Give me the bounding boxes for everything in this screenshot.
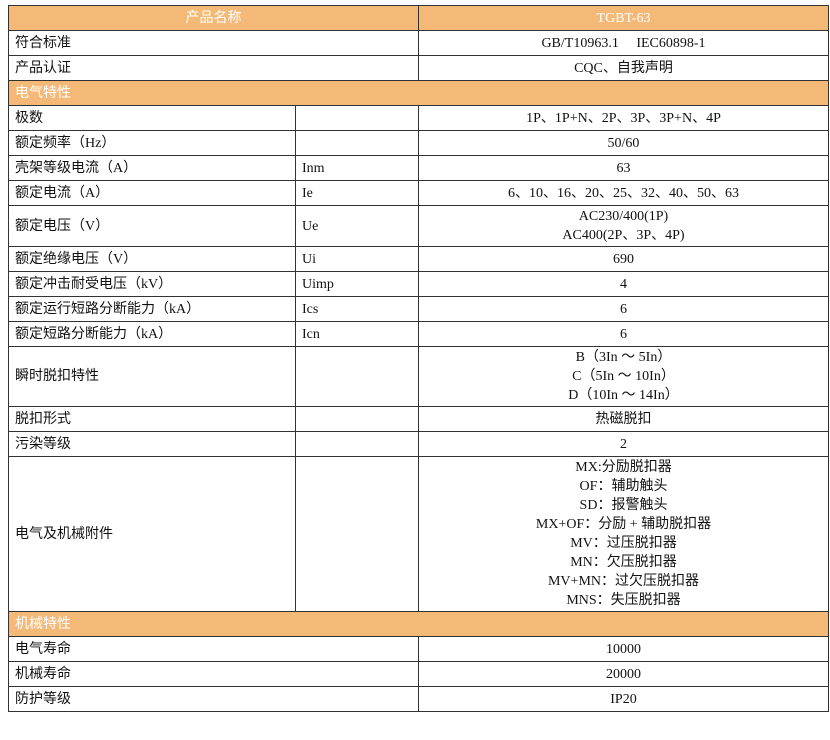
row-label: 符合标准 xyxy=(8,30,419,56)
value-line: SD：报警触头 xyxy=(579,498,668,513)
table-row: 壳架等级电流（A） Inm 63 xyxy=(8,155,829,181)
table-row: 额定短路分断能力（kA） Icn 6 xyxy=(8,321,829,347)
section-row: 电气特性 xyxy=(8,80,829,106)
value-line: AC230/400(1P) xyxy=(578,209,669,224)
row-symbol xyxy=(295,105,419,131)
row-value: 2 xyxy=(418,431,829,457)
value-line: B（3In ～ 5In） xyxy=(575,350,672,365)
table-row: 额定冲击耐受电压（kV） Uimp 4 xyxy=(8,271,829,297)
row-label: 额定短路分断能力（kA） xyxy=(8,321,296,347)
value-line: MN：欠压脱扣器 xyxy=(570,555,677,570)
table-row: 瞬时脱扣特性 B（3In ～ 5In） C（5In ～ 10In） D（10In ～ … xyxy=(8,346,829,407)
row-value: 1P、1P+N、2P、3P、3P+N、4P xyxy=(418,105,829,131)
row-value: 50/60 xyxy=(418,130,829,156)
row-value: 6、10、16、20、25、32、40、50、63 xyxy=(418,180,829,206)
table-row: 脱扣形式 热磁脱扣 xyxy=(8,406,829,432)
table-row: 额定运行短路分断能力（kA） Ics 6 xyxy=(8,296,829,322)
table-row: 机械寿命 20000 xyxy=(8,661,829,687)
value-line: MX:分励脱扣器 xyxy=(575,460,672,475)
table-row: 额定频率（Hz） 50/60 xyxy=(8,130,829,156)
table-row: 防护等级 IP20 xyxy=(8,686,829,712)
section-title-mechanical: 机械特性 xyxy=(8,611,829,637)
value-line: 热磁脱扣 xyxy=(595,411,652,427)
header-row: 产品名称 TGBT-63 xyxy=(8,5,829,31)
value-line: 6 xyxy=(620,326,627,342)
header-model: TGBT-63 xyxy=(418,5,829,31)
value-line: 4 xyxy=(620,276,627,292)
row-value: 热磁脱扣 xyxy=(418,406,829,432)
row-value: 63 xyxy=(418,155,829,181)
row-value: 690 xyxy=(418,246,829,272)
row-value: 6 xyxy=(418,321,829,347)
value-line: 6 xyxy=(620,301,627,317)
value-line: D（10In ～ 14In） xyxy=(568,388,679,403)
table-row: 极数 1P、1P+N、2P、3P、3P+N、4P xyxy=(8,105,829,131)
table-row: 污染等级 2 xyxy=(8,431,829,457)
row-symbol: Ui xyxy=(295,246,419,272)
value-line: MNS：失压脱扣器 xyxy=(566,593,681,608)
row-value: 6 xyxy=(418,296,829,322)
row-label: 电气及机械附件 xyxy=(8,456,296,612)
row-symbol xyxy=(295,346,419,407)
row-label: 额定电流（A） xyxy=(8,180,296,206)
table-row: 电气寿命 10000 xyxy=(8,636,829,662)
value-line: MV+MN：过欠压脱扣器 xyxy=(547,574,699,589)
table-row: 符合标准 GB/T10963.1 IEC60898-1 xyxy=(8,30,829,56)
row-label: 额定电压（V） xyxy=(8,205,296,247)
row-label: 污染等级 xyxy=(8,431,296,457)
table-row: 额定电流（A） Ie 6、10、16、20、25、32、40、50、63 xyxy=(8,180,829,206)
value-line: 50/60 xyxy=(607,135,640,151)
header-label: 产品名称 xyxy=(8,5,419,31)
row-symbol: Uimp xyxy=(295,271,419,297)
section-row: 机械特性 xyxy=(8,611,829,637)
row-label: 额定绝缘电压（V） xyxy=(8,246,296,272)
row-label: 额定冲击耐受电压（kV） xyxy=(8,271,296,297)
row-label: 极数 xyxy=(8,105,296,131)
row-value: 20000 xyxy=(418,661,829,687)
row-value: 10000 xyxy=(418,636,829,662)
value-line: 6、10、16、20、25、32、40、50、63 xyxy=(508,185,739,201)
row-label: 电气寿命 xyxy=(8,636,419,662)
value-line: 2 xyxy=(620,436,627,452)
value-line: 1P、1P+N、2P、3P、3P+N、4P xyxy=(526,110,721,126)
value-line: MX+OF：分励 + 辅助脱扣器 xyxy=(535,517,712,532)
row-label: 瞬时脱扣特性 xyxy=(8,346,296,407)
row-symbol: Icn xyxy=(295,321,419,347)
value-line: 63 xyxy=(616,160,631,176)
value-line: AC400(2P、3P、4P) xyxy=(562,228,685,243)
row-value: IP20 xyxy=(418,686,829,712)
row-value: MX:分励脱扣器 OF：辅助触头 SD：报警触头 MX+OF：分励 + 辅助脱扣器 MV… xyxy=(418,456,829,612)
value-line: C（5In ～ 10In） xyxy=(572,369,675,384)
row-symbol: Ie xyxy=(295,180,419,206)
section-title-electrical: 电气特性 xyxy=(8,80,829,106)
row-label: 产品认证 xyxy=(8,55,419,81)
row-value: 4 xyxy=(418,271,829,297)
spec-table: 产品名称 TGBT-63 符合标准 GB/T10963.1 IEC60898-1 产品认… xyxy=(8,5,829,712)
row-value: B（3In ～ 5In） C（5In ～ 10In） D（10In ～ 14In） xyxy=(418,346,829,407)
row-label: 防护等级 xyxy=(8,686,419,712)
row-label: 脱扣形式 xyxy=(8,406,296,432)
table-row: 电气及机械附件 MX:分励脱扣器 OF：辅助触头 SD：报警触头 MX+OF：分励 + … xyxy=(8,456,829,612)
value-line: MV：过压脱扣器 xyxy=(570,536,677,551)
table-row: 额定电压（V） Ue AC230/400(1P) AC400(2P、3P、4P) xyxy=(8,205,829,247)
row-value: GB/T10963.1 IEC60898-1 xyxy=(418,30,829,56)
row-symbol xyxy=(295,130,419,156)
row-label: 机械寿命 xyxy=(8,661,419,687)
row-symbol: Ics xyxy=(295,296,419,322)
row-label: 额定运行短路分断能力（kA） xyxy=(8,296,296,322)
table-row: 产品认证 CQC、自我声明 xyxy=(8,55,829,81)
row-value: AC230/400(1P) AC400(2P、3P、4P) xyxy=(418,205,829,247)
row-value: CQC、自我声明 xyxy=(418,55,829,81)
row-symbol xyxy=(295,431,419,457)
value-line: 690 xyxy=(613,251,634,267)
row-symbol xyxy=(295,406,419,432)
value-line: OF：辅助触头 xyxy=(579,479,668,494)
row-symbol: Ue xyxy=(295,205,419,247)
row-label: 额定频率（Hz） xyxy=(8,130,296,156)
row-symbol: Inm xyxy=(295,155,419,181)
table-row: 额定绝缘电压（V） Ui 690 xyxy=(8,246,829,272)
row-label: 壳架等级电流（A） xyxy=(8,155,296,181)
row-symbol xyxy=(295,456,419,612)
